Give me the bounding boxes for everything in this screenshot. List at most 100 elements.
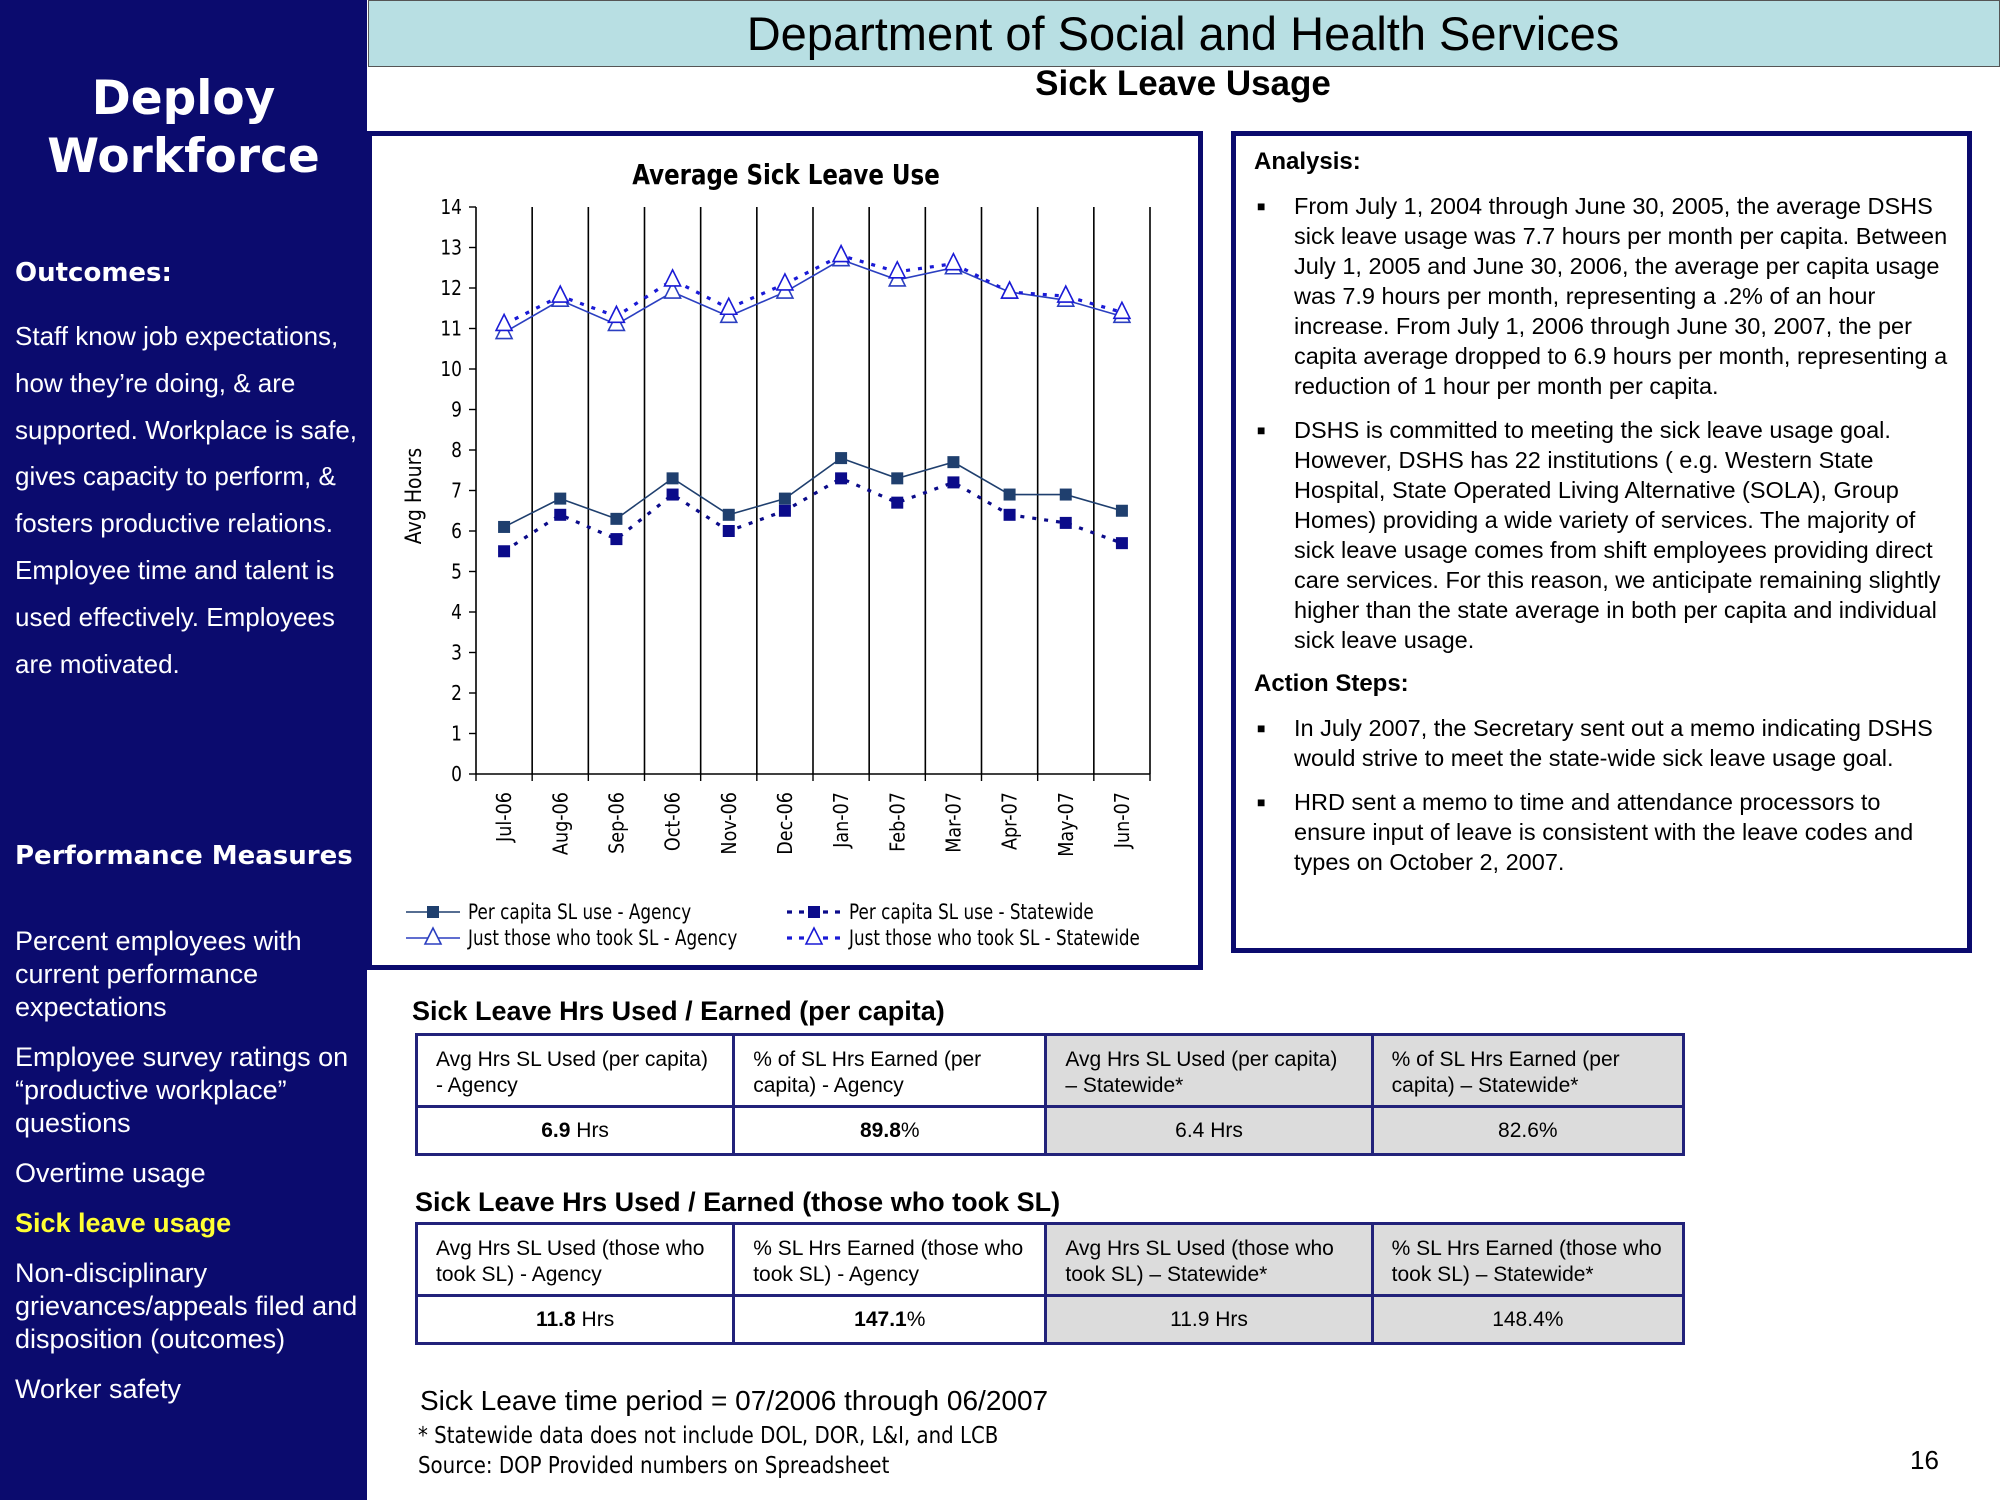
- chart-x-tick-label: Jul-06: [494, 792, 516, 843]
- chart-data-point: [607, 304, 626, 324]
- chart-data-point: [498, 545, 511, 558]
- chart-x-tick-label: Jun-07: [1112, 792, 1134, 849]
- chart-y-tick-label: 3: [451, 642, 462, 665]
- table-value: 148.4%: [1492, 1307, 1564, 1331]
- source-note: Source: DOP Provided numbers on Spreadsh…: [418, 1453, 890, 1479]
- chart-data-point: [944, 251, 963, 271]
- chart-data-point: [554, 492, 567, 505]
- chart-data-point: [1115, 537, 1128, 550]
- sidebar: Deploy Workforce Outcomes: Staff know jo…: [0, 0, 367, 1500]
- page-title: Department of Social and Health Services: [746, 7, 1620, 60]
- chart-y-tick-label: 1: [451, 723, 462, 746]
- analysis-bullet-text: DSHS is committed to meeting the sick le…: [1294, 417, 1941, 653]
- chart-x-tick-label: Mar-07: [943, 792, 965, 853]
- chart-y-axis-label: Avg Hours: [401, 448, 427, 544]
- table-unit: %: [906, 1307, 926, 1331]
- chart-series-line: [503, 253, 1123, 326]
- chart-data-point: [891, 472, 904, 485]
- chart-series: [494, 243, 1132, 558]
- bullet-square-icon: ■: [1257, 422, 1266, 438]
- chart-x-tick-label: Dec-06: [775, 792, 797, 855]
- took-sl-table: Avg Hrs SL Used (those who took SL) - Ag…: [414, 1222, 1686, 1345]
- measure-item-worker-safety: Worker safety: [15, 1374, 182, 1404]
- analysis-panel: Analysis: ■ From July 1, 2004 through Ju…: [1231, 131, 1972, 953]
- chart-data-point: [778, 504, 791, 517]
- chart-data-point: [498, 520, 511, 533]
- outcomes-text: Staff know job expectations, how they’re…: [15, 321, 358, 679]
- table-header-row: Avg Hrs SL Used (per capita) - Agency % …: [414, 1033, 1686, 1108]
- table-cell: 82.6%: [1370, 1105, 1686, 1156]
- chart-data-point: [1003, 488, 1016, 501]
- sidebar-title-line2: Workforce: [47, 129, 320, 184]
- page-number: 16: [1910, 1445, 1939, 1475]
- chart-data-point: [1056, 284, 1076, 303]
- sidebar-title: Deploy Workforce: [0, 70, 367, 186]
- chart-data-point: [1112, 300, 1132, 320]
- chart-data-point: [1003, 508, 1016, 521]
- measure-item-grievances: Non-disciplinary grievances/appeals file…: [15, 1258, 358, 1354]
- chart-data-point: [663, 280, 682, 299]
- chart-y-tick-label: 13: [440, 237, 462, 260]
- chart-y-tick-label: 4: [451, 602, 462, 625]
- table-header-cell: % SL Hrs Earned (those who took SL) – St…: [1370, 1222, 1686, 1297]
- sidebar-title-line1: Deploy: [91, 71, 276, 126]
- table-row: 11.8 Hrs 147.1% 11.9 Hrs 148.4%: [414, 1294, 1686, 1345]
- table-value: 6.4 Hrs: [1175, 1118, 1243, 1142]
- legend-marker: [804, 926, 824, 945]
- action-bullet: ■ HRD sent a memo to time and attendance…: [1254, 787, 1953, 877]
- table-header-cell: % of SL Hrs Earned (per capita) - Agency: [732, 1033, 1048, 1108]
- chart-data-point: [835, 472, 848, 485]
- table-header-cell: Avg Hrs SL Used (those who took SL) - Ag…: [414, 1222, 736, 1297]
- table-value: 89.8: [860, 1118, 901, 1142]
- table-value: 11.9 Hrs: [1170, 1307, 1248, 1331]
- legend-label: Just those who took SL - Statewide: [848, 926, 1140, 950]
- table-header-cell: % of SL Hrs Earned (per capita) – Statew…: [1370, 1033, 1686, 1108]
- table-header-cell: Avg Hrs SL Used (per capita) - Agency: [414, 1033, 736, 1108]
- table-cell: 6.4 Hrs: [1044, 1105, 1374, 1156]
- per-capita-table-title: Sick Leave Hrs Used / Earned (per capita…: [412, 996, 945, 1026]
- chart-y-tick-label: 6: [451, 521, 462, 544]
- chart-data-point: [887, 260, 907, 279]
- chart-y-tick-label: 2: [451, 683, 462, 706]
- chart-x-tick-label: Jan-07: [831, 792, 853, 849]
- chart-data-point: [610, 533, 623, 546]
- chart-y-tick-label: 8: [451, 440, 462, 463]
- chart-data-point: [1059, 488, 1072, 501]
- table-unit: Hrs: [570, 1118, 609, 1142]
- chart-data-point: [778, 492, 791, 505]
- chart-data-point: [1000, 280, 1019, 299]
- analysis-bullet: ■ From July 1, 2004 through June 30, 200…: [1254, 191, 1953, 401]
- chart-data-point: [831, 243, 851, 263]
- took-sl-table-title: Sick Leave Hrs Used / Earned (those who …: [415, 1187, 1061, 1217]
- chart-data-point: [550, 284, 570, 303]
- chart-x-tick-label: Feb-07: [887, 792, 909, 852]
- table-value: 82.6%: [1498, 1118, 1558, 1142]
- chart-y-tick-label: 11: [440, 318, 462, 341]
- table-header-row: Avg Hrs SL Used (those who took SL) - Ag…: [414, 1222, 1686, 1297]
- measure-item-performance-expectations: Percent employees with current performan…: [15, 926, 302, 1022]
- chart-data-point: [610, 512, 623, 525]
- table-cell: 148.4%: [1370, 1294, 1686, 1345]
- chart-data-point: [891, 496, 904, 509]
- action-bullet-text: In July 2007, the Secretary sent out a m…: [1294, 715, 1933, 771]
- chart-data-point: [554, 508, 567, 521]
- legend-label: Just those who took SL - Agency: [467, 926, 737, 950]
- chart-y-tick-label: 14: [440, 197, 462, 220]
- table-unit: Hrs: [575, 1307, 615, 1331]
- sick-leave-chart: Average Sick Leave Use Avg Hours 0123456…: [401, 159, 1151, 951]
- chart-x-tick-label: Apr-07: [1000, 792, 1022, 850]
- chart-title: Average Sick Leave Use: [632, 159, 940, 192]
- outcomes-heading: Outcomes:: [15, 258, 172, 288]
- per-capita-table: Avg Hrs SL Used (per capita) - Agency % …: [414, 1033, 1686, 1156]
- table-header-cell: Avg Hrs SL Used (per capita) – Statewide…: [1044, 1033, 1374, 1108]
- analysis-heading: Analysis:: [1254, 148, 1361, 175]
- table-cell: 147.1%: [732, 1294, 1048, 1345]
- measure-item-overtime-usage: Overtime usage: [15, 1158, 206, 1188]
- performance-measures-list: Percent employees with current performan…: [15, 925, 360, 1423]
- chart-data-point: [494, 312, 514, 332]
- chart-series-line: [503, 457, 1123, 528]
- chart-data-point: [1115, 504, 1128, 517]
- bullet-square-icon: ■: [1257, 720, 1266, 736]
- bullet-square-icon: ■: [1257, 794, 1266, 810]
